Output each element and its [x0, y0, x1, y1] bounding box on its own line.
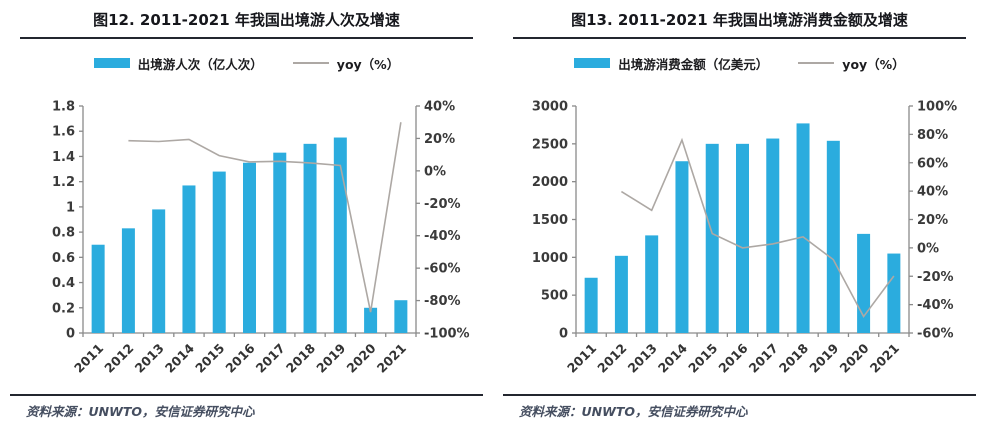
x-axis-label-2016: 2016 [715, 340, 750, 375]
bar-series-label: 出境游人次（亿人次） [137, 56, 263, 72]
bar-2012 [121, 228, 135, 333]
right-axis-tick-label: 20% [424, 132, 455, 147]
bar-2011 [584, 277, 598, 333]
x-axis-label-2013: 2013 [132, 341, 167, 376]
bar-2019 [333, 137, 347, 333]
right-axis-tick-label: -40% [917, 298, 954, 313]
x-axis-label-2015: 2015 [685, 341, 720, 376]
left-axis-tick-label: 1.6 [52, 125, 75, 140]
left-axis-tick-label: 1 [66, 200, 75, 215]
right-axis-tick-label: 60% [917, 156, 948, 171]
bar-2018 [796, 123, 810, 333]
left-axis-tick-label: 0 [559, 327, 568, 342]
x-axis-label-2014: 2014 [655, 340, 690, 375]
source-note: 资料来源：UNWTO，安信证券研究中心 [10, 394, 483, 420]
x-axis-label-2014: 2014 [162, 340, 197, 375]
x-axis-label-2017: 2017 [746, 341, 781, 376]
x-axis-label-2021: 2021 [867, 341, 902, 376]
combo-chart-outbound-trips: 1.8 1.6 1.4 1.2 1 0.8 0.6 0.4 0.2 0 40% 20% 0% -20% -4… [52, 100, 470, 376]
left-axis-tick-label: 1000 [532, 251, 568, 266]
chart-panel-outbound-trips: 图12. 2011-2021 年我国出境游人次及增速 出境游人次（亿人次） yo… [8, 10, 485, 420]
left-axis-tick-label: 2000 [532, 175, 568, 190]
right-axis-tick-label: 40% [917, 185, 948, 200]
left-axis-tick-label: 0.8 [52, 226, 75, 241]
x-axis-label-2011: 2011 [564, 341, 599, 376]
x-axis-label-2012: 2012 [594, 341, 629, 376]
right-axis-tick-label: -80% [424, 294, 461, 309]
left-axis-tick-label: 1.8 [52, 100, 75, 115]
right-axis-tick-label: -60% [424, 262, 461, 277]
right-axis-tick-label: -40% [424, 229, 461, 244]
x-axis-label-2013: 2013 [625, 341, 660, 376]
bar-2017 [766, 138, 780, 333]
bar-2020 [857, 233, 871, 333]
x-axis-label-2011: 2011 [71, 341, 106, 376]
right-axis-tick-label: 100% [917, 100, 957, 115]
chart-title: 图12. 2011-2021 年我国出境游人次及增速 [20, 10, 473, 39]
source-note: 资料来源：UNWTO，安信证券研究中心 [503, 394, 976, 420]
right-axis-tick-label: -60% [917, 327, 954, 342]
bar-2016 [243, 162, 256, 333]
bar-2013 [645, 235, 659, 333]
right-axis-tick-label: -100% [424, 327, 470, 342]
bar-2011 [91, 244, 105, 333]
bar-2014 [675, 161, 689, 333]
x-axis-label-2018: 2018 [776, 341, 811, 376]
left-axis-tick-label: 1.2 [52, 175, 75, 190]
left-axis-tick-label: 0.4 [52, 276, 75, 291]
left-axis-tick-label: 1.4 [52, 150, 75, 165]
line-series-label: yoy（%） [842, 56, 905, 72]
chart-title: 图13. 2011-2021 年我国出境游消费金额及增速 [513, 10, 966, 39]
yoy-line [620, 137, 895, 319]
bar-2019 [826, 140, 840, 333]
chart-panel-outbound-spending: 图13. 2011-2021 年我国出境游消费金额及增速 出境游消费金额（亿美元… [493, 0, 986, 428]
left-axis-tick-label: 0.6 [52, 251, 75, 266]
x-axis-label-2012: 2012 [101, 341, 136, 376]
legend: 出境游消费金额（亿美元） yoy（%） [501, 54, 978, 72]
x-axis-label-2019: 2019 [313, 341, 348, 376]
bar-2015 [212, 171, 226, 333]
bar-series-swatch-icon [574, 58, 611, 68]
bar-2013 [152, 209, 166, 333]
x-axis-label-2020: 2020 [837, 340, 872, 375]
x-axis-label-2021: 2021 [374, 341, 409, 376]
left-axis-tick-label: 3000 [532, 100, 568, 115]
right-axis-tick-label: 40% [424, 100, 455, 115]
line-series-label: yoy（%） [336, 56, 400, 72]
x-axis-label-2018: 2018 [283, 341, 318, 376]
legend: 出境游人次（亿人次） yoy（%） [8, 54, 485, 72]
combo-chart-outbound-spending: 3000 2500 2000 1500 1000 500 0 100% 80% 60% 40% 20%… [532, 100, 957, 376]
bar-2021 [887, 253, 901, 333]
right-axis-tick-label: 0% [917, 241, 939, 256]
bar-2014 [182, 185, 196, 333]
right-axis-tick-label: 80% [917, 128, 948, 143]
left-axis-tick-label: 2500 [532, 137, 568, 152]
bar-2016 [736, 143, 749, 333]
left-axis-tick-label: 1500 [532, 213, 568, 228]
left-axis-tick-label: 0.2 [52, 301, 75, 316]
x-axis-label-2016: 2016 [222, 340, 257, 375]
bar-2020 [364, 307, 378, 333]
bar-2012 [614, 255, 628, 333]
bar-2015 [705, 143, 719, 333]
x-axis-label-2015: 2015 [192, 341, 227, 376]
bar-series-label: 出境游消费金额（亿美元） [618, 56, 769, 72]
right-axis-tick-label: 0% [424, 164, 446, 179]
bar-series-swatch-icon [93, 58, 130, 68]
bar-2018 [303, 143, 317, 333]
left-axis-tick-label: 500 [541, 289, 568, 304]
yoy-line [128, 122, 402, 313]
right-axis-tick-label: -20% [424, 197, 461, 212]
bar-2017 [273, 152, 287, 333]
right-axis-tick-label: 20% [917, 213, 948, 228]
bar-2021 [394, 300, 408, 333]
line-series-swatch-icon [292, 62, 329, 64]
x-axis-label-2017: 2017 [253, 341, 288, 376]
right-axis-tick-label: -20% [917, 270, 954, 285]
x-axis-label-2019: 2019 [806, 341, 841, 376]
x-axis-label-2020: 2020 [344, 340, 379, 375]
line-series-swatch-icon [798, 62, 835, 64]
left-axis-tick-label: 0 [66, 327, 75, 342]
